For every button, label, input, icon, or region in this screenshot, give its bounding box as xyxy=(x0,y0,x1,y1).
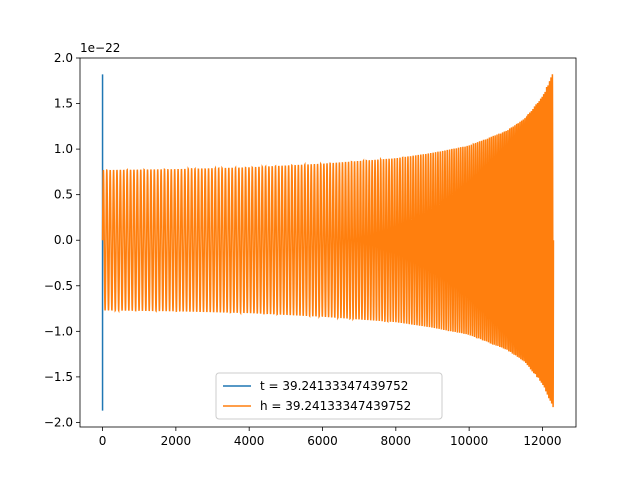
axes-frame xyxy=(79,57,577,428)
y-tick-label: 0.5 xyxy=(54,188,73,202)
y-tick-label: −2.0 xyxy=(44,415,73,429)
y-tick-label: 2.0 xyxy=(54,51,73,65)
x-tick-label: 6000 xyxy=(307,434,338,448)
y-tick-label: 1.0 xyxy=(54,142,73,156)
legend-entry: h = 39.24133347439752 xyxy=(260,399,411,413)
x-tick-label: 0 xyxy=(99,434,107,448)
series-line-h xyxy=(101,74,555,408)
plot-area xyxy=(79,57,577,428)
y-axis: −2.0 −1.5 −1.0 −0.5 0.0 0.5 1.0 1.5 2.0 xyxy=(44,51,80,429)
y-tick-label: −1.0 xyxy=(44,324,73,338)
x-tick-label: 12000 xyxy=(523,434,561,448)
y-tick-label: 0.0 xyxy=(54,233,73,247)
x-tick-label: 8000 xyxy=(381,434,412,448)
legend: t = 39.24133347439752 h = 39.241333474397… xyxy=(215,372,443,420)
x-axis: 0 2000 4000 6000 8000 10000 12000 xyxy=(99,427,562,448)
y-tick-label: 1.5 xyxy=(54,97,73,111)
x-tick-label: 4000 xyxy=(234,434,265,448)
x-tick-label: 2000 xyxy=(161,434,192,448)
x-tick-label: 10000 xyxy=(450,434,488,448)
y-tick-label: −0.5 xyxy=(44,279,73,293)
legend-box xyxy=(215,372,443,420)
y-offset-label: 1e−22 xyxy=(80,41,120,55)
y-tick-label: −1.5 xyxy=(44,370,73,384)
legend-entry: t = 39.24133347439752 xyxy=(260,379,408,393)
